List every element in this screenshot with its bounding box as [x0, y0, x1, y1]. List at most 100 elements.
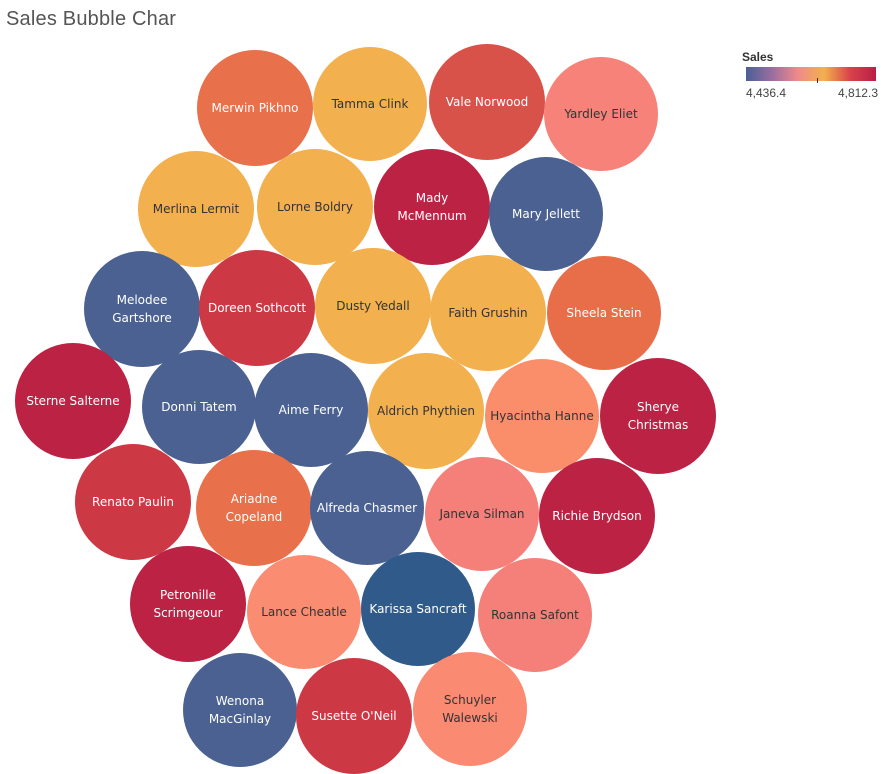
bubble-mady-mcmennum[interactable]: Mady McMennum	[374, 149, 490, 265]
bubble-sterne-salterne[interactable]: Sterne Salterne	[15, 343, 131, 459]
bubble-label: Alfreda Chasmer	[317, 501, 417, 515]
bubble-circle[interactable]	[429, 44, 545, 160]
bubble-circle[interactable]	[75, 444, 191, 560]
legend-title: Sales	[742, 50, 774, 64]
bubble-circle[interactable]	[296, 658, 412, 774]
bubble-circle[interactable]	[315, 248, 431, 364]
bubble-circle[interactable]	[183, 653, 297, 767]
bubble-label: Lance Cheatle	[261, 605, 347, 619]
bubble-chart: Merwin Pikhno Tamma Clink Vale Norwood Yard…	[15, 44, 716, 774]
bubble-circle[interactable]	[430, 255, 546, 371]
bubble-circle[interactable]	[247, 555, 361, 669]
bubble-label: Donni Tatem	[161, 400, 236, 414]
bubble-donni-tatem[interactable]: Donni Tatem	[142, 350, 256, 464]
chart-title: Sales Bubble Char	[6, 8, 177, 30]
bubble-circle[interactable]	[539, 458, 655, 574]
bubble-label: Sterne Salterne	[26, 394, 119, 408]
bubble-circle[interactable]	[361, 552, 475, 666]
bubble-alfreda-chasmer[interactable]: Alfreda Chasmer	[310, 451, 424, 565]
bubble-circle[interactable]	[413, 652, 527, 766]
bubble-circle[interactable]	[254, 353, 368, 467]
bubble-label: MacGinlay	[209, 712, 271, 726]
color-legend: Sales 4,436.4 4,812.3	[740, 50, 878, 106]
bubble-schuyler-walewski[interactable]: Schuyler Walewski	[413, 652, 527, 766]
bubble-label: Aime Ferry	[279, 403, 344, 417]
bubble-lance-cheatle[interactable]: Lance Cheatle	[247, 555, 361, 669]
bubble-melodee-gartshore[interactable]: Melodee Gartshore	[84, 251, 200, 367]
bubble-circle[interactable]	[142, 350, 256, 464]
legend-marker	[817, 78, 818, 83]
bubble-faith-grushin[interactable]: Faith Grushin	[430, 255, 546, 371]
bubble-label: Merlina Lermit	[153, 202, 240, 216]
bubble-label: Susette O'Neil	[311, 709, 396, 723]
bubble-label: Roanna Safont	[491, 608, 579, 622]
bubble-mary-jellett[interactable]: Mary Jellett	[489, 157, 603, 271]
bubble-label: Sherye	[637, 400, 679, 414]
bubble-label: McMennum	[397, 209, 466, 223]
bubble-circle[interactable]	[196, 450, 312, 566]
bubble-circle[interactable]	[130, 546, 246, 662]
bubble-circle[interactable]	[600, 358, 716, 474]
bubble-roanna-safont[interactable]: Roanna Safont	[478, 558, 592, 672]
bubble-label: Scrimgeour	[153, 606, 222, 620]
bubble-vale-norwood[interactable]: Vale Norwood	[429, 44, 545, 160]
bubble-label: Copeland	[226, 510, 283, 524]
bubble-label: Dusty Yedall	[336, 299, 409, 313]
bubble-circle[interactable]	[485, 359, 599, 473]
bubble-label: Faith Grushin	[448, 306, 527, 320]
bubble-circle[interactable]	[310, 451, 424, 565]
bubble-circle[interactable]	[489, 157, 603, 271]
bubble-petronille-scrimgeour[interactable]: Petronille Scrimgeour	[130, 546, 246, 662]
bubble-circle[interactable]	[257, 149, 373, 265]
bubble-label: Walewski	[442, 711, 498, 725]
bubble-circle[interactable]	[138, 151, 254, 267]
bubble-circle[interactable]	[197, 50, 313, 166]
bubble-label: Mary Jellett	[512, 207, 580, 221]
bubble-circle[interactable]	[544, 57, 658, 171]
bubble-renato-paulin[interactable]: Renato Paulin	[75, 444, 191, 560]
bubble-label: Merwin Pikhno	[211, 101, 298, 115]
bubble-aldrich-phythien[interactable]: Aldrich Phythien	[368, 353, 484, 469]
bubble-merlina-lermit[interactable]: Merlina Lermit	[138, 151, 254, 267]
bubble-sheela-stein[interactable]: Sheela Stein	[547, 256, 661, 370]
bubble-richie-brydson[interactable]: Richie Brydson	[539, 458, 655, 574]
bubble-circle[interactable]	[547, 256, 661, 370]
bubble-circle[interactable]	[84, 251, 200, 367]
bubble-doreen-sothcott[interactable]: Doreen Sothcott	[199, 250, 315, 366]
bubble-yardley-eliet[interactable]: Yardley Eliet	[544, 57, 658, 171]
bubble-circle[interactable]	[374, 149, 490, 265]
bubble-karissa-sancraft[interactable]: Karissa Sancraft	[361, 552, 475, 666]
bubble-circle[interactable]	[15, 343, 131, 459]
bubble-wenona-macginlay[interactable]: Wenona MacGinlay	[183, 653, 297, 767]
legend-gradient-bar	[746, 67, 876, 81]
bubble-circle[interactable]	[199, 250, 315, 366]
bubble-aime-ferry[interactable]: Aime Ferry	[254, 353, 368, 467]
bubble-circle[interactable]	[368, 353, 484, 469]
bubble-label: Christmas	[628, 418, 689, 432]
bubble-merwin-pikhno[interactable]: Merwin Pikhno	[197, 50, 313, 166]
bubble-janeva-silman[interactable]: Janeva Silman	[425, 457, 539, 571]
bubble-label: Tamma Clink	[331, 97, 409, 111]
bubble-label: Aldrich Phythien	[377, 404, 475, 418]
bubble-label: Lorne Boldry	[277, 200, 353, 214]
legend-min-label: 4,436.4	[746, 86, 787, 100]
bubble-hyacintha-hanne[interactable]: Hyacintha Hanne	[485, 359, 599, 473]
bubble-susette-o-neil[interactable]: Susette O'Neil	[296, 658, 412, 774]
bubble-lorne-boldry[interactable]: Lorne Boldry	[257, 149, 373, 265]
bubble-dusty-yedall[interactable]: Dusty Yedall	[315, 248, 431, 364]
bubble-sherye-christmas[interactable]: Sherye Christmas	[600, 358, 716, 474]
bubble-label: Schuyler	[444, 693, 496, 707]
bubble-label: Janeva Silman	[438, 507, 524, 521]
bubble-ariadne-copeland[interactable]: Ariadne Copeland	[196, 450, 312, 566]
bubble-circle[interactable]	[313, 47, 427, 161]
bubble-label: Yardley Eliet	[563, 107, 638, 121]
bubble-label: Renato Paulin	[92, 495, 174, 509]
bubble-label: Hyacintha Hanne	[490, 409, 593, 423]
bubble-circle[interactable]	[478, 558, 592, 672]
bubble-label: Wenona	[216, 694, 264, 708]
bubble-tamma-clink[interactable]: Tamma Clink	[313, 47, 427, 161]
bubble-label: Melodee	[117, 293, 168, 307]
bubble-label: Gartshore	[112, 311, 172, 325]
bubble-label: Sheela Stein	[566, 306, 641, 320]
bubble-circle[interactable]	[425, 457, 539, 571]
